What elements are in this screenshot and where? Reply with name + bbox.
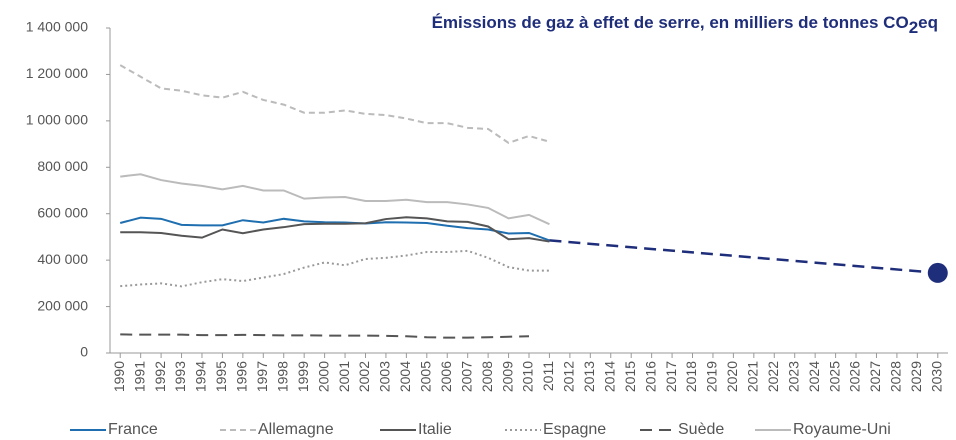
y-tick-label: 800 000 — [37, 158, 88, 174]
x-tick-label: 2021 — [745, 361, 761, 392]
x-tick-label: 2013 — [581, 361, 597, 392]
chart-title: Émissions de gaz à effet de serre, en mi… — [432, 13, 938, 37]
x-tick-label: 2007 — [458, 361, 474, 392]
legend-label: Royaume-Uni — [793, 421, 891, 438]
x-tick-label: 2029 — [908, 361, 924, 392]
x-tick-label: 2003 — [377, 361, 393, 392]
series-line — [119, 64, 550, 145]
x-tick-label: 2001 — [336, 361, 352, 392]
x-tick-label: 2015 — [622, 361, 638, 392]
x-tick-label: 2030 — [928, 361, 944, 392]
x-tick-label: 2027 — [867, 361, 883, 392]
end-marker — [927, 262, 948, 283]
x-tick-label: 1993 — [172, 361, 188, 392]
x-tick-label: 1997 — [254, 361, 270, 392]
x-tick-label: 2002 — [356, 361, 372, 392]
x-tick-label: 2017 — [663, 361, 679, 392]
x-tick-label: 2018 — [683, 361, 699, 392]
x-tick-label: 2022 — [765, 361, 781, 392]
y-tick-label: 400 000 — [37, 251, 88, 267]
y-tick-label: 200 000 — [37, 297, 88, 313]
y-tick-label: 600 000 — [37, 204, 88, 220]
x-tick-label: 2023 — [785, 361, 801, 392]
x-tick-label: 1991 — [131, 361, 147, 392]
x-tick-label: 2000 — [315, 361, 331, 392]
x-tick-label: 2020 — [724, 361, 740, 392]
x-tick-label: 2005 — [418, 361, 434, 392]
x-tick-label: 1990 — [111, 361, 127, 392]
legend-label: Espagne — [543, 421, 606, 438]
x-tick-label: 2019 — [704, 361, 720, 392]
x-tick-label: 2024 — [806, 361, 822, 392]
y-tick-label: 0 — [80, 344, 88, 360]
series-line — [120, 333, 530, 339]
x-tick-label: 1999 — [295, 361, 311, 392]
x-tick-label: 2011 — [540, 361, 556, 391]
x-tick-label: 1994 — [193, 361, 209, 392]
x-tick-label: 2004 — [397, 361, 413, 392]
x-tick-label: 2009 — [499, 361, 515, 392]
x-tick-label: 1992 — [152, 361, 168, 392]
x-tick-label: 1998 — [274, 361, 290, 392]
x-tick-label: 2010 — [520, 361, 536, 392]
legend-label: Suède — [678, 421, 724, 438]
legend-label: France — [108, 421, 158, 438]
series-line — [549, 239, 938, 275]
series-line — [119, 216, 550, 242]
series-line — [120, 249, 550, 288]
y-tick-label: 1 200 000 — [26, 65, 88, 81]
legend-label: Allemagne — [258, 421, 334, 438]
x-tick-label: 2026 — [847, 361, 863, 392]
x-tick-label: 2016 — [642, 361, 658, 392]
x-tick-label: 2008 — [479, 361, 495, 392]
x-tick-label: 2012 — [561, 361, 577, 392]
y-tick-label: 1 400 000 — [26, 19, 88, 35]
series-line — [120, 173, 550, 226]
x-tick-label: 1996 — [234, 361, 250, 392]
legend-label: Italie — [418, 421, 452, 438]
y-tick-label: 1 000 000 — [26, 112, 88, 128]
series-line — [120, 216, 550, 243]
x-tick-label: 2028 — [888, 361, 904, 392]
x-tick-label: 2006 — [438, 361, 454, 392]
x-tick-label: 2014 — [601, 361, 617, 392]
x-tick-label: 2025 — [826, 361, 842, 392]
x-tick-label: 1995 — [213, 361, 229, 392]
